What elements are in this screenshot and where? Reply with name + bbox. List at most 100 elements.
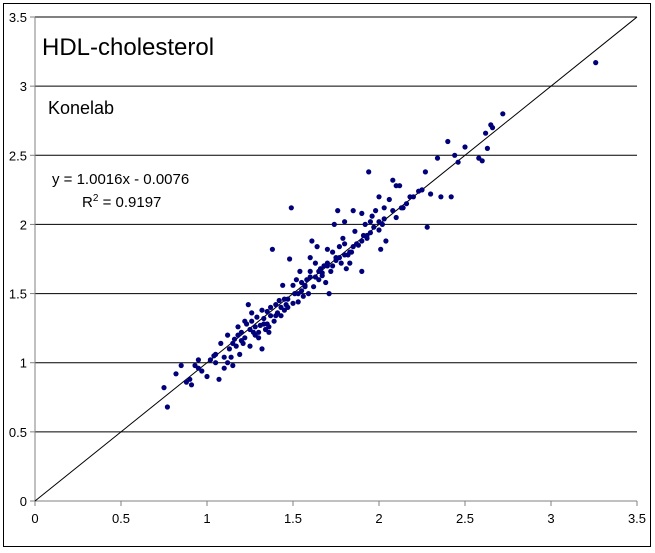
- data-point-42: [266, 329, 272, 335]
- data-point-179: [359, 210, 365, 216]
- data-point-45: [271, 318, 277, 324]
- data-point-41: [264, 308, 270, 315]
- data-point-174: [274, 310, 281, 316]
- data-point-16: [221, 365, 227, 371]
- data-point-44: [269, 246, 275, 252]
- data-point-108: [393, 214, 399, 221]
- data-point-165: [390, 208, 396, 214]
- data-point-5: [187, 376, 193, 382]
- data-point-178: [342, 241, 348, 247]
- data-point-67: [311, 284, 317, 290]
- data-point-25: [237, 351, 243, 357]
- data-point-22: [231, 336, 238, 342]
- data-point-15: [218, 340, 224, 346]
- data-point-48: [278, 313, 284, 319]
- data-point-66: [309, 238, 315, 244]
- data-point-154: [295, 291, 301, 297]
- x-tick-label-3: 1.5: [284, 511, 302, 526]
- y-tick-label-0: 0: [20, 494, 27, 509]
- data-point-82: [336, 244, 342, 250]
- data-point-102: [378, 246, 384, 252]
- tick-labels: 0 0.5 1 1.5 2 2.5 3 3.5 0 0.5 1 1.5 2 2.5 3 3.5: [9, 10, 646, 526]
- data-point-1: [164, 404, 170, 410]
- data-point-157: [319, 270, 325, 276]
- data-point-162: [364, 232, 370, 239]
- data-point-164: [381, 216, 387, 222]
- data-point-148: [195, 365, 201, 371]
- data-point-14: [216, 376, 222, 382]
- data-point-86: [343, 266, 349, 272]
- data-point-77: [328, 268, 334, 274]
- data-point-28: [242, 335, 248, 341]
- data-point-6: [188, 382, 195, 388]
- data-point-163: [371, 224, 377, 230]
- data-point-81: [335, 208, 341, 214]
- data-point-59: [297, 268, 303, 274]
- data-point-100: [373, 208, 379, 214]
- data-point-61: [300, 293, 306, 299]
- data-point-55: [290, 300, 296, 306]
- data-point-152: [278, 304, 284, 310]
- chart-subtitle: Konelab: [48, 98, 114, 118]
- data-point-118: [445, 138, 451, 145]
- data-point-124: [479, 158, 485, 164]
- data-point-2: [173, 371, 179, 377]
- data-point-147: [213, 351, 219, 357]
- data-point-74: [323, 279, 329, 286]
- y-tick-label-5: 2.5: [9, 148, 27, 163]
- data-point-98: [367, 219, 373, 225]
- data-point-140: [342, 252, 348, 258]
- data-point-126: [484, 145, 490, 151]
- data-point-151: [268, 313, 274, 319]
- data-point-34: [252, 324, 258, 330]
- data-point-39: [261, 315, 267, 322]
- data-point-160: [347, 249, 353, 255]
- data-point-182: [225, 332, 231, 338]
- data-point-180: [376, 194, 382, 200]
- data-point-3: [178, 362, 184, 369]
- data-point-130: [593, 60, 599, 66]
- data-point-17: [221, 354, 227, 360]
- data-point-128: [489, 125, 496, 131]
- r-squared-exponent: 2: [93, 193, 99, 204]
- data-point-97: [366, 169, 372, 175]
- data-point-119: [448, 194, 454, 200]
- data-point-184: [242, 318, 248, 324]
- regression-equation: y = 1.0016x - 0.0076: [52, 171, 189, 188]
- data-point-93: [359, 268, 365, 274]
- data-point-18: [225, 360, 231, 366]
- data-point-53: [287, 256, 293, 262]
- y-tick-label-6: 3: [20, 79, 27, 94]
- data-point-35: [254, 314, 260, 320]
- data-points: [161, 60, 599, 410]
- x-tick-label-1: 0.5: [112, 511, 130, 526]
- data-point-19: [226, 346, 232, 352]
- data-point-149: [238, 329, 244, 335]
- data-point-84: [340, 235, 346, 241]
- data-point-69: [314, 244, 320, 250]
- data-point-142: [359, 238, 365, 244]
- data-point-145: [247, 326, 253, 333]
- data-point-101: [376, 227, 382, 233]
- data-point-47: [276, 297, 282, 304]
- data-point-175: [290, 282, 296, 288]
- data-point-30: [245, 302, 251, 308]
- data-point-88: [347, 260, 353, 266]
- data-point-91: [352, 228, 358, 234]
- data-point-161: [354, 241, 360, 247]
- y-tick-label-1: 0.5: [9, 425, 27, 440]
- axes: [30, 16, 638, 506]
- data-point-107: [390, 177, 396, 183]
- data-point-116: [434, 155, 441, 161]
- data-point-79: [331, 221, 337, 227]
- data-point-168: [416, 188, 422, 194]
- data-point-21: [230, 362, 236, 369]
- data-point-167: [407, 194, 413, 200]
- data-point-11: [207, 357, 213, 363]
- data-point-120: [452, 152, 458, 158]
- data-point-13: [213, 360, 219, 366]
- data-point-31: [247, 343, 253, 349]
- data-point-0: [161, 385, 167, 391]
- r-squared-value: = 0.9197: [98, 194, 161, 211]
- data-point-170: [249, 310, 255, 316]
